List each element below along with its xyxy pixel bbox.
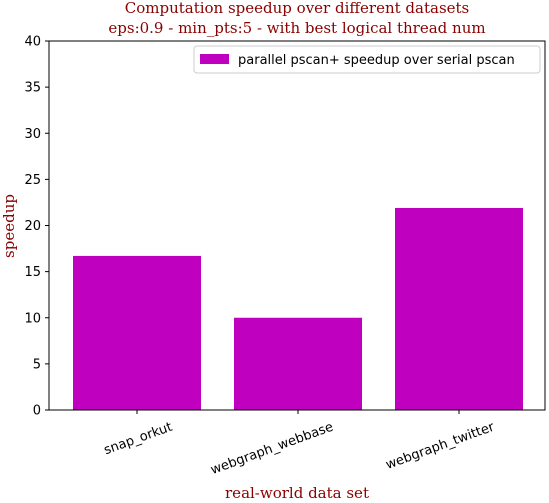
bar-snap_orkut — [73, 256, 201, 410]
chart-title: Computation speedup over different datas… — [125, 0, 470, 17]
y-tick-label: 40 — [24, 35, 41, 50]
y-tick-label: 20 — [24, 219, 41, 234]
bar-webgraph_twitter — [395, 208, 523, 410]
y-tick-label: 10 — [24, 311, 41, 326]
y-axis-label: speedup — [0, 194, 18, 258]
y-tick-label: 0 — [33, 404, 41, 419]
plot-area: 0 5 10 15 20 25 30 35 40 snap_orkut webgraph_webba… — [24, 35, 545, 478]
x-axis-label: real-world data set — [225, 484, 369, 502]
x-tick-label: snap_orkut — [102, 420, 174, 459]
x-tick-label: webgraph_webbase — [209, 420, 336, 478]
legend: parallel pscan+ speedup over serial psca… — [194, 46, 540, 73]
y-tick-label: 35 — [24, 81, 41, 96]
legend-swatch — [200, 54, 229, 64]
y-tick-label: 25 — [24, 173, 41, 188]
legend-label: parallel pscan+ speedup over serial psca… — [238, 53, 515, 68]
y-tick-label: 15 — [24, 265, 41, 280]
y-tick-label: 5 — [33, 357, 41, 372]
bar-webgraph_webbase — [234, 318, 362, 410]
y-tick-label: 30 — [24, 127, 41, 142]
x-tick-label: webgraph_twitter — [384, 419, 497, 472]
chart-subtitle: eps:0.9 - min_pts:5 - with best logical … — [108, 19, 485, 37]
